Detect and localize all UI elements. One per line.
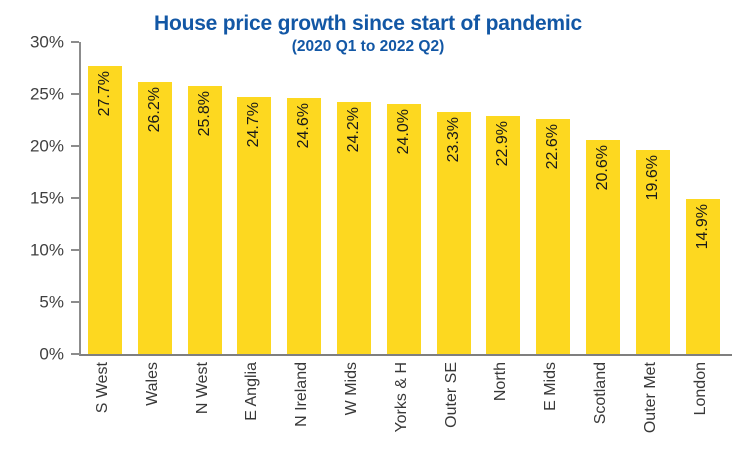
bar-value-label: 24.0% — [395, 109, 412, 155]
y-axis-tick-label: 15% — [29, 188, 64, 208]
y-axis-tick — [71, 145, 79, 147]
bar-outer-met: 19.6% — [635, 150, 670, 354]
bar-wales: 26.2% — [137, 81, 172, 354]
bar-value-label: 24.6% — [295, 103, 313, 149]
bar-value-label: 26.2% — [146, 86, 163, 132]
x-axis-label: North — [492, 362, 510, 402]
y-axis-tick — [71, 93, 79, 95]
chart-title: House price growth since start of pandem… — [153, 12, 583, 35]
bar-n-west: 25.8% — [187, 85, 222, 354]
y-axis-tick-label: 10% — [29, 240, 64, 260]
plot-area: 0% 5% 10% 15% 20% 25% 30% 27.7% 26.2% 25.8% 24.7% 2… — [30, 34, 732, 363]
bar-value-label: 22.9% — [494, 120, 512, 167]
bar-value-label: 14.9% — [693, 204, 711, 250]
bar-value-label: 24.2% — [345, 107, 363, 153]
bar-london: 14.9% — [685, 199, 720, 354]
x-axis-label: Wales — [144, 362, 161, 406]
bar-e-mids: 22.6% — [536, 118, 571, 354]
y-axis-tick-label: 25% — [29, 84, 64, 104]
y-axis-tick-label: 0% — [39, 344, 64, 364]
x-axis-label: Outer Met — [642, 362, 659, 434]
y-axis-tick-label: 30% — [29, 32, 64, 52]
x-axis-label: E Mids — [542, 362, 560, 411]
bar-value-label: 27.7% — [96, 70, 114, 117]
bar-value-label: 19.6% — [644, 155, 661, 201]
y-axis-tick — [71, 301, 79, 303]
bar-w-mids: 24.2% — [337, 102, 371, 354]
bar-value-label: 22.6% — [544, 123, 562, 170]
y-axis-tick — [71, 197, 79, 199]
x-axis-label: W Mids — [343, 362, 361, 416]
y-axis-tick — [71, 353, 79, 355]
x-axis-label: N Ireland — [293, 362, 311, 427]
bar-value-label: 25.8% — [195, 90, 213, 137]
x-axis-label: E Anglia — [243, 362, 261, 421]
bar-scotland: 20.6% — [586, 139, 620, 354]
x-axis-label: London — [691, 362, 709, 416]
y-axis-tick-label: 5% — [39, 292, 64, 312]
x-axis-label: Scotland — [592, 362, 610, 425]
bar-value-label: 20.6% — [594, 144, 612, 191]
x-axis-label: Yorks & H — [393, 362, 410, 433]
bar-yorks-h: 24.0% — [386, 104, 421, 354]
x-axis-label: N West — [193, 362, 211, 415]
bar-north: 22.9% — [486, 115, 521, 354]
x-axis-label: S West — [94, 362, 112, 414]
x-axis-label: Outer SE — [442, 362, 460, 428]
y-axis-tick — [71, 249, 79, 251]
bar-s-west: 27.7% — [88, 65, 122, 354]
bar-outer-se: 23.3% — [436, 111, 471, 354]
y-axis-tick-label: 20% — [29, 136, 64, 156]
bar-n-ireland: 24.6% — [287, 98, 322, 354]
bar-value-label: 23.3% — [444, 116, 462, 163]
y-axis-tick — [71, 41, 79, 43]
chart-subtitle: (2020 Q1 to 2022 Q2) — [291, 38, 445, 55]
bar-value-label: 24.7% — [245, 102, 263, 148]
bar-e-anglia: 24.7% — [237, 97, 272, 354]
